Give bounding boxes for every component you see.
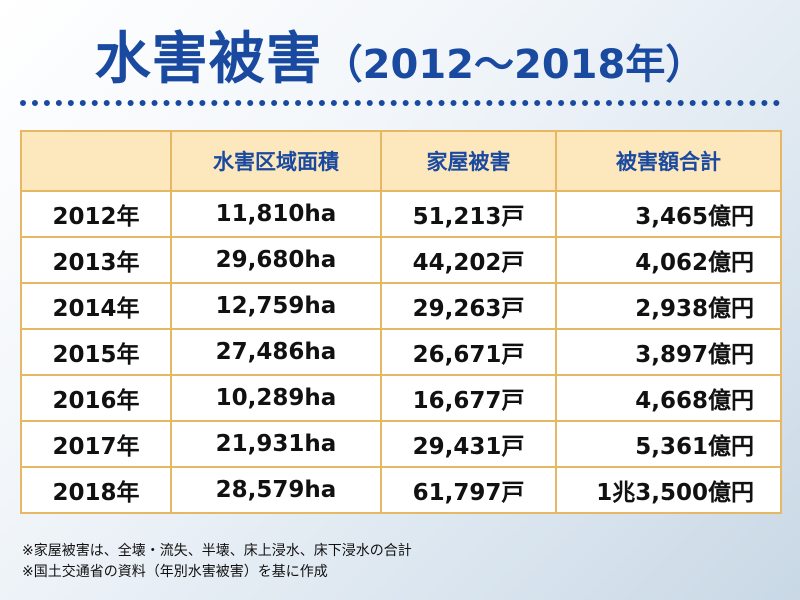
houses-cell: 51,213戸 (380, 190, 557, 238)
amount-cell: 3,897億円 (555, 328, 782, 376)
year-cell: 2016年 (20, 374, 172, 422)
table-row: 2012年 11,810ha 51,213戸 3,465億円 (20, 190, 782, 238)
area-cell: 12,759ha (170, 282, 382, 330)
area-cell: 28,579ha (170, 466, 382, 514)
amount-cell: 1兆3,500億円 (555, 466, 782, 514)
houses-cell: 16,677戸 (380, 374, 557, 422)
title-main: 水害被害 (94, 27, 323, 92)
amount-cell: 4,062億円 (555, 236, 782, 284)
footnote: ※国土交通省の資料（年別水害被害）を基に作成 (22, 564, 328, 580)
area-cell: 21,931ha (170, 420, 382, 468)
year-cell: 2012年 (20, 190, 172, 238)
footnotes: ※家屋被害は、全壊・流失、半壊、床上浸水、床下浸水の合計 ※国土交通省の資料（年… (22, 541, 412, 583)
page-title: 水害被害（2012〜2018年） (0, 14, 800, 95)
table-header-row: 水害区域面積 家屋被害 被害額合計 (20, 130, 782, 192)
table-row: 2013年 29,680ha 44,202戸 4,062億円 (20, 236, 782, 284)
table-row: 2018年 28,579ha 61,797戸 1兆3,500億円 (20, 466, 782, 514)
area-cell: 29,680ha (170, 236, 382, 284)
area-cell: 11,810ha (170, 190, 382, 238)
amount-cell: 3,465億円 (555, 190, 782, 238)
year-cell: 2013年 (20, 236, 172, 284)
houses-cell: 29,431戸 (380, 420, 557, 468)
damage-table: 水害区域面積 家屋被害 被害額合計 2012年 11,810ha 51,213戸… (20, 130, 782, 514)
header-houses: 家屋被害 (380, 130, 557, 192)
dotted-divider (20, 100, 780, 106)
header-corner (20, 130, 172, 192)
area-cell: 27,486ha (170, 328, 382, 376)
table-row: 2015年 27,486ha 26,671戸 3,897億円 (20, 328, 782, 376)
houses-cell: 26,671戸 (380, 328, 557, 376)
area-cell: 10,289ha (170, 374, 382, 422)
year-cell: 2017年 (20, 420, 172, 468)
table-row: 2014年 12,759ha 29,263戸 2,938億円 (20, 282, 782, 330)
year-cell: 2015年 (20, 328, 172, 376)
year-cell: 2018年 (20, 466, 172, 514)
year-cell: 2014年 (20, 282, 172, 330)
amount-cell: 5,361億円 (555, 420, 782, 468)
table-row: 2017年 21,931ha 29,431戸 5,361億円 (20, 420, 782, 468)
amount-cell: 4,668億円 (555, 374, 782, 422)
houses-cell: 29,263戸 (380, 282, 557, 330)
table-row: 2016年 10,289ha 16,677戸 4,668億円 (20, 374, 782, 422)
header-amount: 被害額合計 (555, 130, 782, 192)
header-area: 水害区域面積 (170, 130, 382, 192)
footnote: ※家屋被害は、全壊・流失、半壊、床上浸水、床下浸水の合計 (22, 543, 412, 559)
amount-cell: 2,938億円 (555, 282, 782, 330)
houses-cell: 61,797戸 (380, 466, 557, 514)
title-period: （2012〜2018年） (322, 42, 706, 88)
houses-cell: 44,202戸 (380, 236, 557, 284)
